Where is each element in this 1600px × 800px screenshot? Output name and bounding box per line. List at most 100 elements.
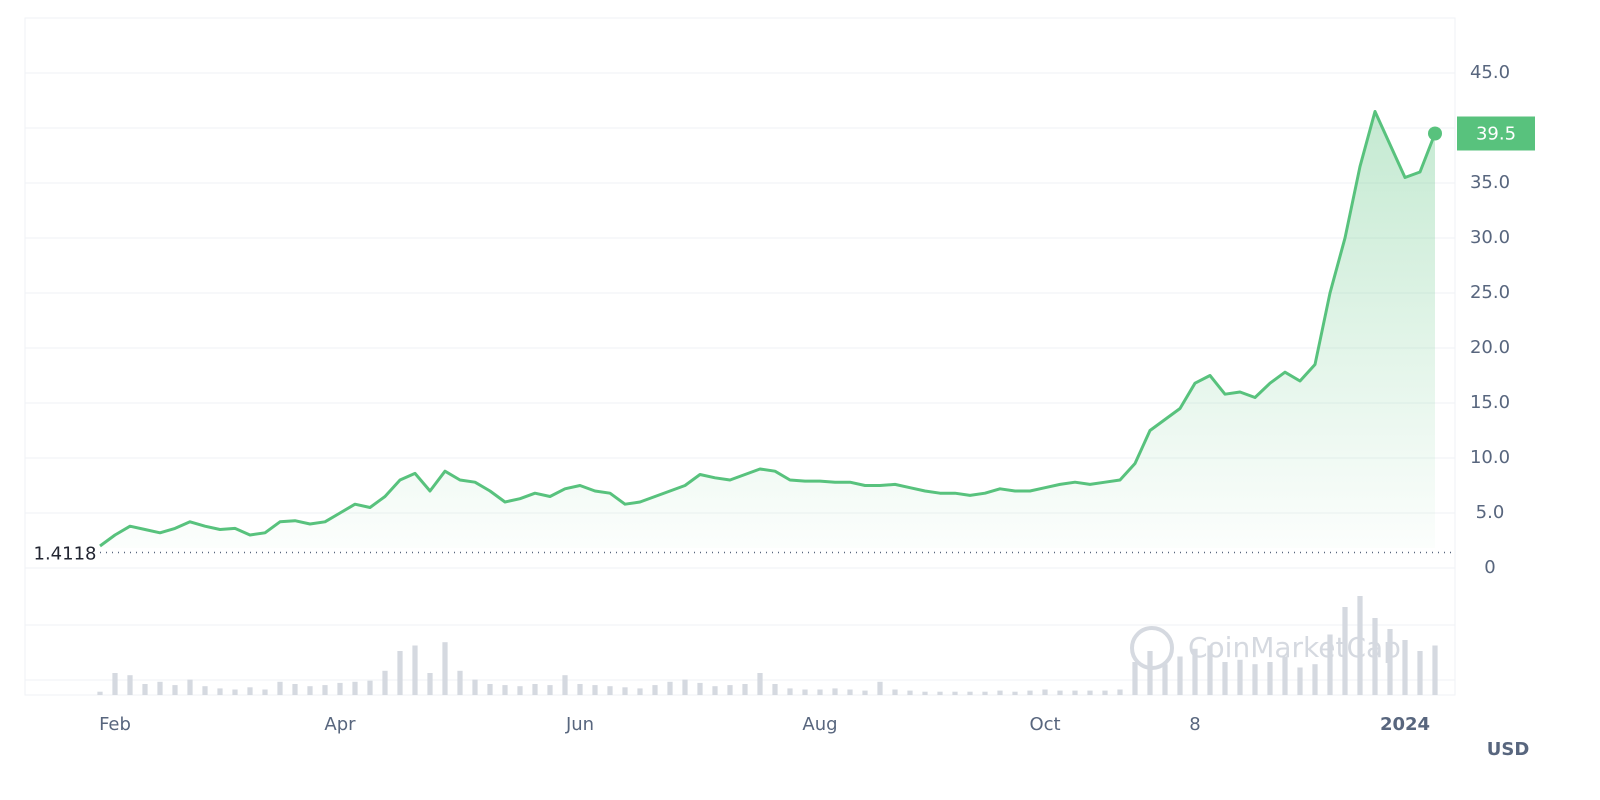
volume-bar: [307, 686, 313, 695]
watermark: CoinMarketCap: [1130, 626, 1401, 670]
volume-bar: [727, 685, 733, 695]
volume-bar: [592, 685, 598, 695]
volume-bar: [127, 675, 133, 695]
volume-bar: [1192, 648, 1198, 695]
volume-bar: [847, 689, 853, 695]
volume-bar: [1432, 645, 1438, 695]
volume-bar: [1297, 667, 1303, 695]
volume-bar: [202, 686, 208, 695]
volume-bar: [157, 681, 163, 695]
volume-bar: [652, 685, 658, 695]
volume-bar: [352, 681, 358, 695]
y-tick-label: 10.0: [1470, 447, 1510, 468]
volume-bar: [907, 690, 913, 695]
volume-bar: [1342, 607, 1348, 695]
volume-bar: [1087, 690, 1093, 695]
y-tick-label: 5.0: [1476, 502, 1505, 523]
volume-bar: [1267, 662, 1273, 695]
volume-bar: [217, 688, 223, 695]
volume-bar: [1207, 645, 1213, 695]
volume-bar: [382, 670, 388, 695]
volume-bar: [1357, 596, 1363, 695]
x-tick-label: 8: [1189, 714, 1200, 735]
x-tick-label: Oct: [1029, 714, 1060, 735]
start-price-label: 1.4118: [34, 543, 97, 564]
volume-bar: [952, 691, 958, 695]
volume-bar: [367, 680, 373, 695]
y-tick-label: 25.0: [1470, 282, 1510, 303]
price-area: [100, 111, 1435, 548]
volume-bar: [922, 691, 928, 695]
volume-bar: [442, 642, 448, 695]
volume-bar: [1072, 690, 1078, 695]
volume-bar: [1012, 691, 1018, 695]
volume-bar: [757, 673, 763, 695]
volume-bar: [1372, 618, 1378, 695]
volume-bar: [187, 679, 193, 695]
volume-bar: [622, 687, 628, 695]
volume-bar: [937, 691, 943, 695]
volume-bar: [1327, 634, 1333, 695]
y-tick-label: 45.0: [1470, 62, 1510, 83]
volume-bar: [112, 673, 118, 695]
volume-bar: [472, 679, 478, 695]
price-tag: [1457, 116, 1535, 151]
volume-bar: [1147, 651, 1153, 695]
volume-bar: [97, 691, 103, 695]
volume-bar: [877, 681, 883, 695]
y-tick-label: 30.0: [1470, 227, 1510, 248]
volume-bar: [337, 682, 343, 695]
volume-bar: [1162, 664, 1168, 695]
x-tick-label: Feb: [99, 714, 131, 735]
volume-bar: [787, 688, 793, 695]
volume-bar: [682, 679, 688, 695]
price-line: [99, 110, 1437, 548]
volume-bar: [712, 686, 718, 695]
volume-bar: [697, 682, 703, 695]
watermark-text: CoinMarketCap: [1188, 631, 1401, 664]
volume-bar: [997, 690, 1003, 695]
volume-bar: [1222, 662, 1228, 695]
volume-bar: [487, 684, 493, 695]
volume-bar: [1252, 664, 1258, 695]
currency: USD: [1487, 739, 1530, 760]
volume-bar: [292, 684, 298, 695]
volume-bar: [1027, 690, 1033, 695]
volume-bar: [967, 691, 973, 695]
y-tick-label: 35.0: [1470, 172, 1510, 193]
volume-bar: [742, 684, 748, 695]
volume-bar: [247, 687, 253, 695]
volume-bar: [862, 690, 868, 695]
y-tick-label: 15.0: [1470, 392, 1510, 413]
volume-bar: [412, 645, 418, 695]
volume-bar: [1237, 659, 1243, 695]
y-tick-label: 0: [1484, 557, 1495, 578]
x-tick-label: 2024: [1380, 714, 1430, 735]
volume-bar: [262, 689, 268, 695]
x-tick-label: Jun: [565, 714, 594, 735]
volume-bar: [232, 689, 238, 695]
volume-bar: [502, 685, 508, 695]
volume-bar: [1057, 690, 1063, 695]
volume-bar: [1117, 689, 1123, 695]
volume-bar: [667, 681, 673, 695]
volume-bar: [517, 686, 523, 695]
volume-bar: [532, 684, 538, 695]
volume-bar: [832, 688, 838, 695]
volume-bar: [607, 686, 613, 695]
volume-bar: [457, 670, 463, 695]
volume-bar: [322, 685, 328, 695]
volume-bar: [802, 689, 808, 695]
x-tick-label: Aug: [802, 714, 837, 735]
price-tag-label: 39.5: [1476, 124, 1516, 145]
volume-bar: [577, 684, 583, 695]
volume-bar: [277, 681, 283, 695]
volume-bar: [1132, 662, 1138, 695]
volume-bar: [397, 651, 403, 695]
volume-bar: [547, 685, 553, 695]
plot-frame: [24, 17, 1456, 696]
volume-bar: [562, 675, 568, 695]
volume-bar: [1417, 651, 1423, 695]
volume-bar: [427, 673, 433, 695]
